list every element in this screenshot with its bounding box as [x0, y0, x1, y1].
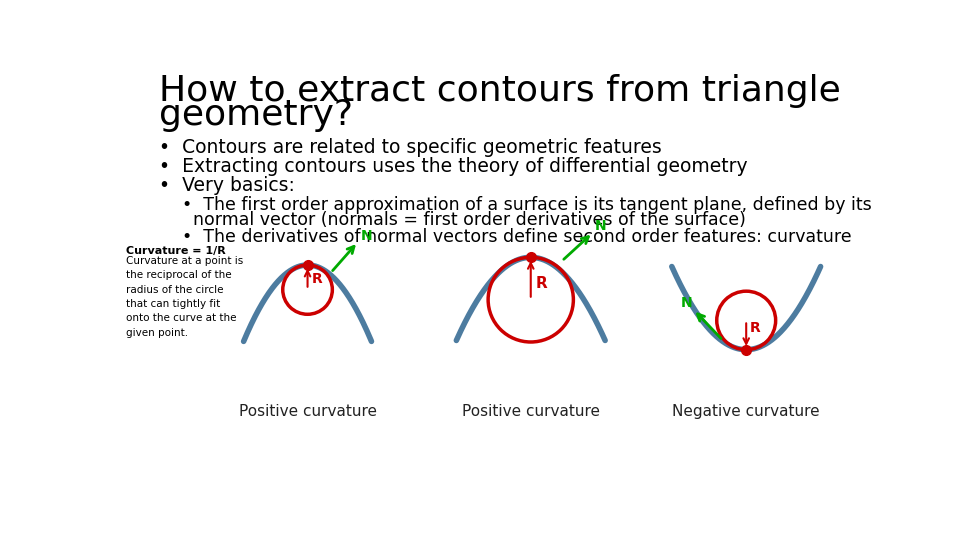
Text: N: N: [595, 219, 607, 233]
Text: geometry?: geometry?: [158, 98, 352, 132]
Text: •  Contours are related to specific geometric features: • Contours are related to specific geome…: [158, 138, 661, 157]
Text: N: N: [360, 228, 372, 242]
Text: •  The first order approximation of a surface is its tangent plane, defined by i: • The first order approximation of a sur…: [182, 195, 872, 214]
Text: N: N: [681, 296, 693, 310]
Text: How to extract contours from triangle: How to extract contours from triangle: [158, 74, 841, 108]
Text: R: R: [536, 276, 547, 291]
Text: Negative curvature: Negative curvature: [672, 403, 820, 418]
Text: R: R: [750, 321, 761, 335]
Text: •  Very basics:: • Very basics:: [158, 177, 295, 195]
Text: •  The derivatives of normal vectors define second order features: curvature: • The derivatives of normal vectors defi…: [182, 228, 852, 246]
Text: normal vector (normals = first order derivatives of the surface): normal vector (normals = first order der…: [193, 211, 746, 229]
Text: R: R: [311, 273, 323, 287]
Text: •  Extracting contours uses the theory of differential geometry: • Extracting contours uses the theory of…: [158, 157, 748, 176]
Text: Positive curvature: Positive curvature: [462, 403, 600, 418]
Text: Positive curvature: Positive curvature: [238, 403, 376, 418]
Text: Curvature at a point is
the reciprocal of the
radius of the circle
that can tigh: Curvature at a point is the reciprocal o…: [126, 256, 244, 338]
Text: Curvature = 1/R: Curvature = 1/R: [126, 246, 226, 256]
